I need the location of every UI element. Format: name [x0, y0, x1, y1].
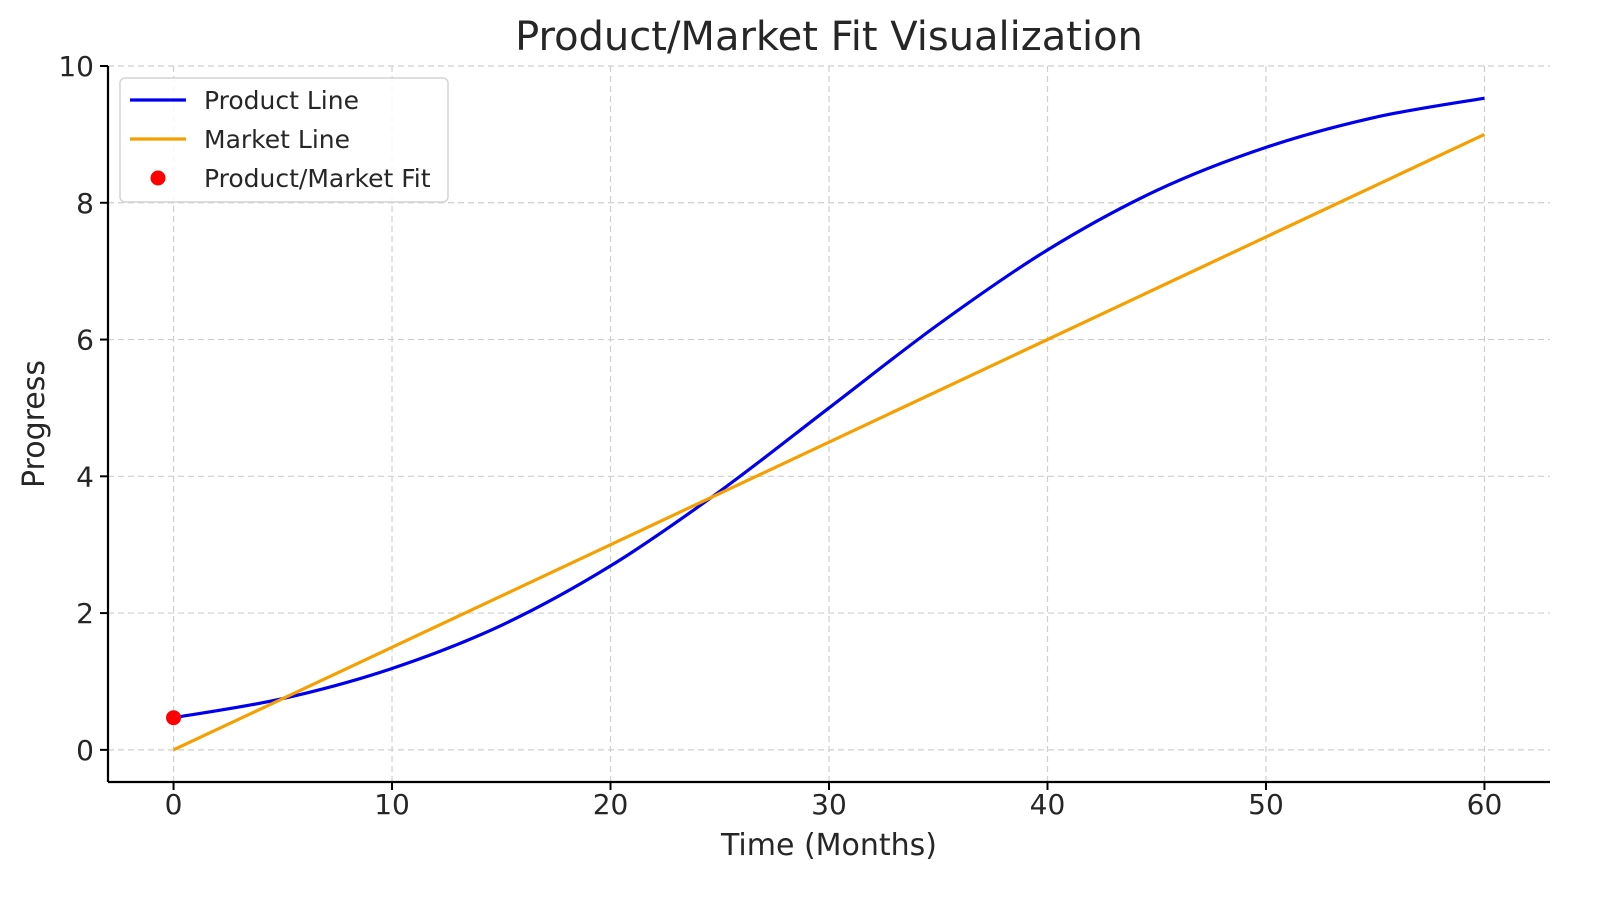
y-axis-label: Progress — [17, 360, 52, 488]
legend-swatch-point — [150, 170, 166, 186]
y-tick-label: 2 — [76, 597, 94, 630]
y-tick-label: 0 — [76, 734, 94, 767]
axes: 0 10 20 30 40 50 60 0 2 4 6 8 10 — [58, 50, 1550, 821]
product-market-fit-point — [166, 710, 182, 726]
x-tick-label: 10 — [374, 788, 410, 821]
x-tick-label: 50 — [1248, 788, 1284, 821]
legend: Product Line Market Line Product/Market Fi… — [119, 77, 449, 203]
grid — [108, 65, 1550, 782]
x-axis-label: Time (Months) — [720, 828, 937, 863]
y-tick-label: 8 — [76, 187, 94, 220]
legend-label: Product/Market Fit — [204, 164, 431, 193]
x-tick-label: 30 — [811, 788, 847, 821]
series-layer — [166, 96, 1486, 752]
legend-box — [119, 77, 449, 203]
x-tick-label: 40 — [1030, 788, 1066, 821]
chart-title: Product/Market Fit Visualization — [515, 14, 1143, 60]
y-tick-label: 4 — [76, 460, 94, 493]
y-tick-label: 6 — [76, 324, 94, 357]
legend-label: Market Line — [204, 125, 350, 154]
x-tick-label: 0 — [165, 788, 183, 821]
market-line-series-line — [172, 132, 1486, 752]
x-tick-label: 20 — [593, 788, 629, 821]
legend-label: Product Line — [204, 86, 359, 115]
y-tick-label: 10 — [58, 50, 94, 83]
product-line-series-line — [173, 96, 1485, 720]
x-tick-label: 60 — [1467, 788, 1503, 821]
